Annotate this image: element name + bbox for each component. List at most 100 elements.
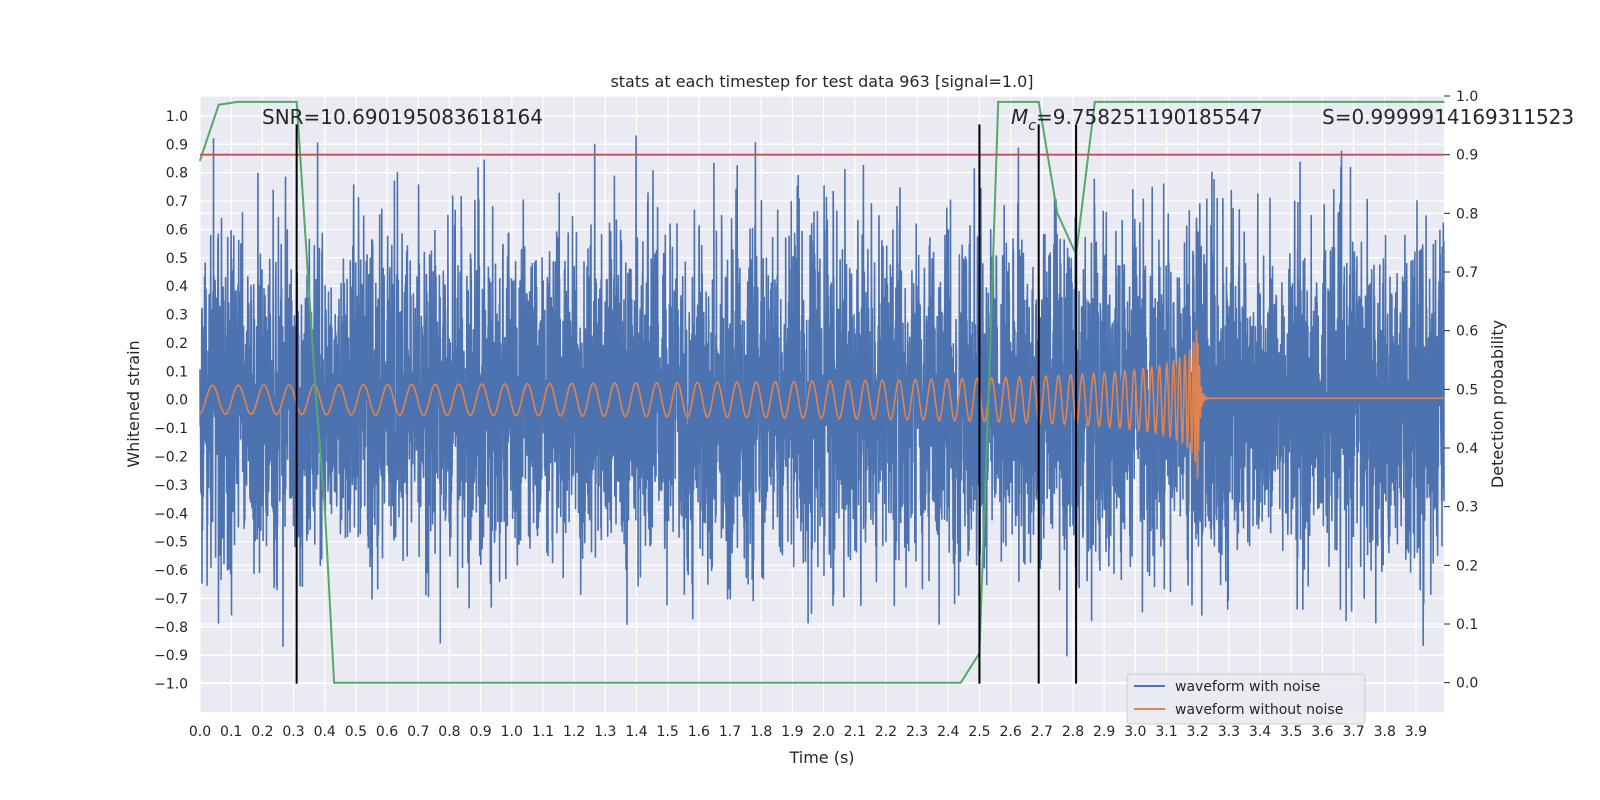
x-tick-label: 1.0 (501, 724, 523, 740)
y2-tick-label: 0.3 (1456, 500, 1478, 516)
y-tick-label: −0.8 (154, 620, 188, 636)
x-tick-label: 3.3 (1218, 724, 1240, 740)
chirp-mass-annotation: Mc=9.758251190185547 (1011, 105, 1263, 134)
x-tick-label: 3.2 (1187, 724, 1209, 740)
y-tick-label: 0.0 (166, 393, 188, 409)
y-tick-label: 0.6 (166, 222, 188, 238)
legend-box (1126, 673, 1366, 725)
x-tick-label: 2.5 (968, 724, 990, 740)
clean-line (199, 329, 1444, 480)
x-tick-labels: 0.0 0.1 0.2 0.3 0.4 0.5 0.6 0.7 0.8 0.9 1.0 1.1 1.2 1… (189, 724, 1427, 740)
probability-point (199, 159, 201, 162)
probability-point (1094, 101, 1096, 103)
y-tick-label: −0.1 (154, 421, 188, 437)
y-tick-label: −0.4 (154, 506, 188, 522)
probability-point (988, 388, 990, 391)
y2-axis-label: Detection probability (1488, 320, 1507, 488)
y2-tick-label: 0.2 (1456, 558, 1478, 574)
series-waveform-without-noise (199, 329, 1444, 480)
x-tick-label: 1.9 (781, 724, 803, 740)
y-tick-label: −0.9 (154, 648, 188, 664)
noise-line (199, 135, 1445, 657)
x-tick-label: 2.9 (1093, 724, 1115, 740)
x-tick-label: 0.2 (251, 724, 273, 740)
y-tick-label: −0.3 (154, 478, 188, 494)
x-tick-label: 1.1 (532, 724, 554, 740)
snr-annotation: SNR=10.690195083618164 (262, 105, 543, 129)
y-tick-label: −1.0 (154, 677, 188, 693)
y-tick-label: −0.7 (154, 591, 188, 607)
x-tick-label: 1.6 (688, 724, 710, 740)
x-tick-label: 0.8 (438, 724, 460, 740)
y-tick-label: 0.4 (166, 279, 188, 295)
y-tick-label: 0.5 (166, 251, 188, 267)
x-tick-label: 2.6 (999, 724, 1021, 740)
probability-point (295, 101, 298, 103)
x-tick-label: 1.5 (657, 724, 679, 740)
y2-tick-labels: 0.0 0.1 0.2 0.3 0.4 0.5 0.6 0.7 0.8 0.9 1.0 (1444, 89, 1478, 692)
x-tick-label: 3.5 (1280, 724, 1302, 740)
x-tick-label: 2.0 (812, 724, 834, 740)
x-tick-label: 3.9 (1405, 724, 1427, 740)
y-tick-label: 0.3 (166, 308, 188, 324)
chirp-mass-subscript: c (1028, 118, 1036, 134)
x-axis-label: Time (s) (788, 748, 854, 767)
x-tick-label: 0.7 (407, 724, 429, 740)
y2-tick-label: 0.4 (1456, 441, 1478, 457)
y-tick-labels: 1.0 0.9 0.8 0.7 0.6 0.5 0.4 0.3 0.2 0.1 0.0 −0.1 −0.… (154, 109, 188, 693)
x-tick-label: 3.8 (1374, 724, 1396, 740)
x-tick-label: 0.0 (189, 724, 211, 740)
probability-point (1037, 101, 1040, 103)
chirp-mass-symbol: M (1011, 105, 1028, 129)
y2-tick-label: 0.7 (1456, 265, 1478, 281)
x-tick-label: 3.1 (1155, 724, 1177, 740)
x-tick-label: 0.4 (314, 724, 336, 740)
chart-title: stats at each timestep for test data 963… (610, 72, 1033, 91)
x-tick-label: 3.4 (1249, 724, 1271, 740)
probability-point (333, 681, 335, 684)
y2-tick-label: 1.0 (1456, 89, 1478, 105)
probability-point (959, 681, 962, 684)
y2-tick-label: 0.6 (1456, 324, 1478, 340)
x-tick-label: 1.2 (563, 724, 585, 740)
probability-point (323, 505, 326, 508)
probability-point (1056, 212, 1059, 215)
x-tick-label: 0.3 (282, 724, 304, 740)
x-tick-label: 2.8 (1062, 724, 1084, 740)
probability-point (217, 104, 220, 106)
series-waveform-with-noise (199, 135, 1445, 657)
y-tick-label: −0.5 (154, 535, 188, 551)
y-tick-label: 0.7 (166, 194, 188, 210)
y-tick-label: 0.9 (166, 137, 188, 153)
y2-tick-label: 0.0 (1456, 676, 1478, 692)
x-tick-label: 2.4 (937, 724, 959, 740)
probability-point (314, 388, 317, 391)
s-annotation: S=0.9999914169311523 (1322, 105, 1574, 129)
legend-label-clean: waveform without noise (1175, 702, 1343, 718)
x-tick-label: 1.8 (750, 724, 772, 740)
y-tick-label: 0.2 (166, 336, 188, 352)
x-tick-label: 3.0 (1124, 724, 1146, 740)
x-tick-label: 2.7 (1031, 724, 1053, 740)
x-tick-label: 2.2 (875, 724, 897, 740)
x-tick-label: 1.4 (625, 724, 647, 740)
x-tick-label: 3.7 (1342, 724, 1364, 740)
x-tick-label: 0.1 (220, 724, 242, 740)
probability-point (1016, 101, 1018, 103)
x-tick-label: 3.6 (1311, 724, 1333, 740)
y-tick-label: 0.1 (166, 364, 188, 380)
vertical-markers (295, 124, 1078, 684)
y2-tick-label: 0.8 (1456, 206, 1478, 222)
y-tick-label: −0.6 (154, 563, 188, 579)
x-tick-label: 0.5 (345, 724, 367, 740)
y-tick-label: −0.2 (154, 450, 188, 466)
y2-tick-label: 0.1 (1456, 617, 1478, 633)
chirp-mass-value: =9.758251190185547 (1036, 105, 1263, 129)
probability-point (1443, 101, 1445, 103)
legend: waveform with noise waveform without noi… (1126, 673, 1366, 725)
x-tick-label: 0.9 (469, 724, 491, 740)
probability-point (997, 101, 999, 103)
y-axis-label: Whitened strain (124, 340, 143, 467)
y-tick-label: 1.0 (166, 109, 188, 125)
